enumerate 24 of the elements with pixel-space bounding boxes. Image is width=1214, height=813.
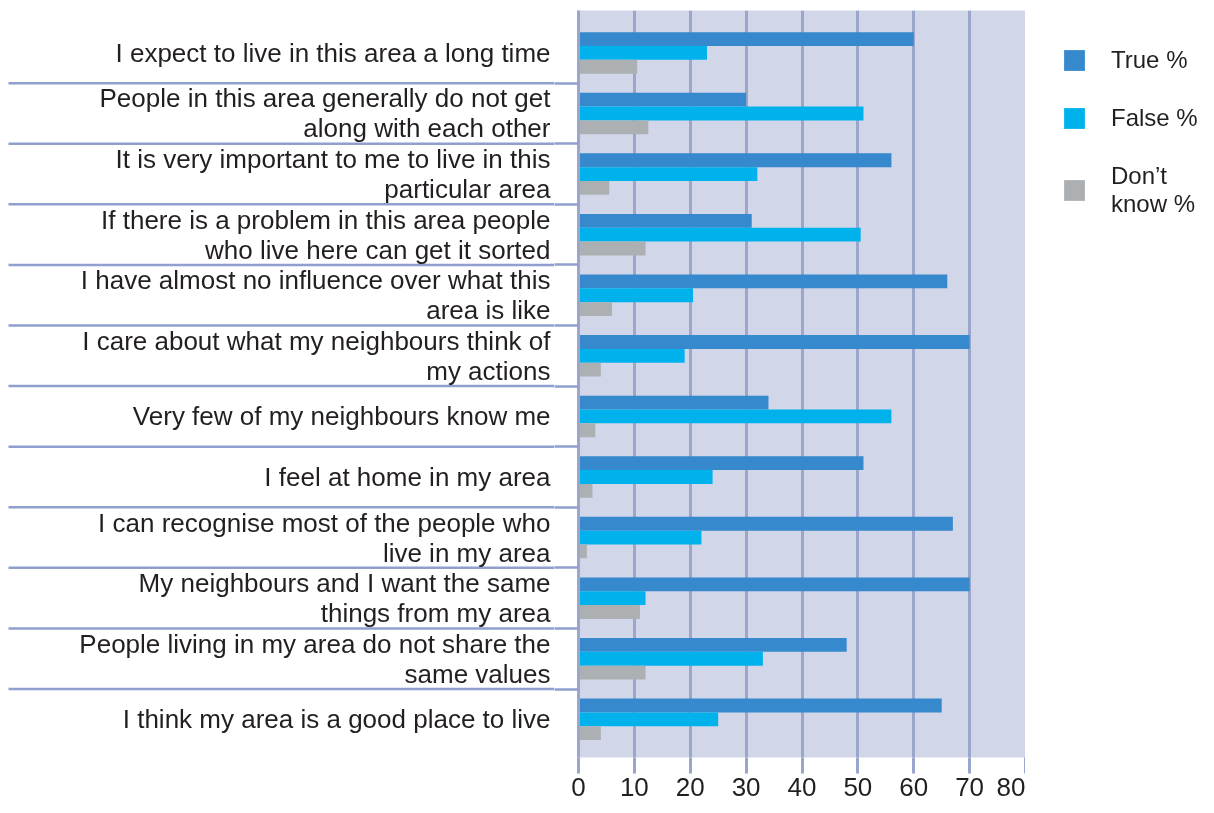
legend-label: True % bbox=[1111, 46, 1188, 74]
y-tick-label: I think my area is a good place to live bbox=[122, 704, 551, 735]
x-tick-label: 20 bbox=[675, 771, 705, 802]
y-tick-label: I feel at home in my area bbox=[264, 462, 552, 492]
y-tick-label: I have almost no influence over what this area is like bbox=[80, 265, 551, 326]
x-tick-label: 80 bbox=[996, 771, 1026, 802]
y-tick-label: I care about what my neighbours think of my actions bbox=[82, 325, 552, 386]
y-tick-label: I can recognise most of the people who live in my area bbox=[98, 507, 552, 568]
x-tick-label: 50 bbox=[843, 771, 873, 802]
y-tick-label: People in this area generally do not get along with each other bbox=[99, 83, 552, 144]
x-tick-label: 0 bbox=[571, 771, 586, 802]
y-tick-label: It is very important to me to live in this particular area bbox=[115, 144, 552, 205]
x-tick-label: 10 bbox=[619, 771, 649, 802]
y-tick-label: I expect to live in this area a long time bbox=[115, 37, 551, 68]
legend-label: Don’t know % bbox=[1111, 162, 1196, 218]
x-tick-label: 30 bbox=[731, 771, 761, 802]
x-tick-label: 60 bbox=[899, 771, 929, 802]
y-tick-label: If there is a problem in this area people who live here can get it sorted bbox=[101, 204, 551, 265]
x-tick-label: 70 bbox=[955, 771, 985, 802]
y-tick-label: People living in my area do not share the same values bbox=[79, 628, 551, 689]
legend-label: False % bbox=[1111, 104, 1198, 132]
y-tick-label: My neighbours and I want the same things from my area bbox=[138, 568, 552, 629]
x-tick-label: 40 bbox=[787, 771, 817, 802]
y-tick-label: Very few of my neighbours know me bbox=[132, 401, 551, 432]
